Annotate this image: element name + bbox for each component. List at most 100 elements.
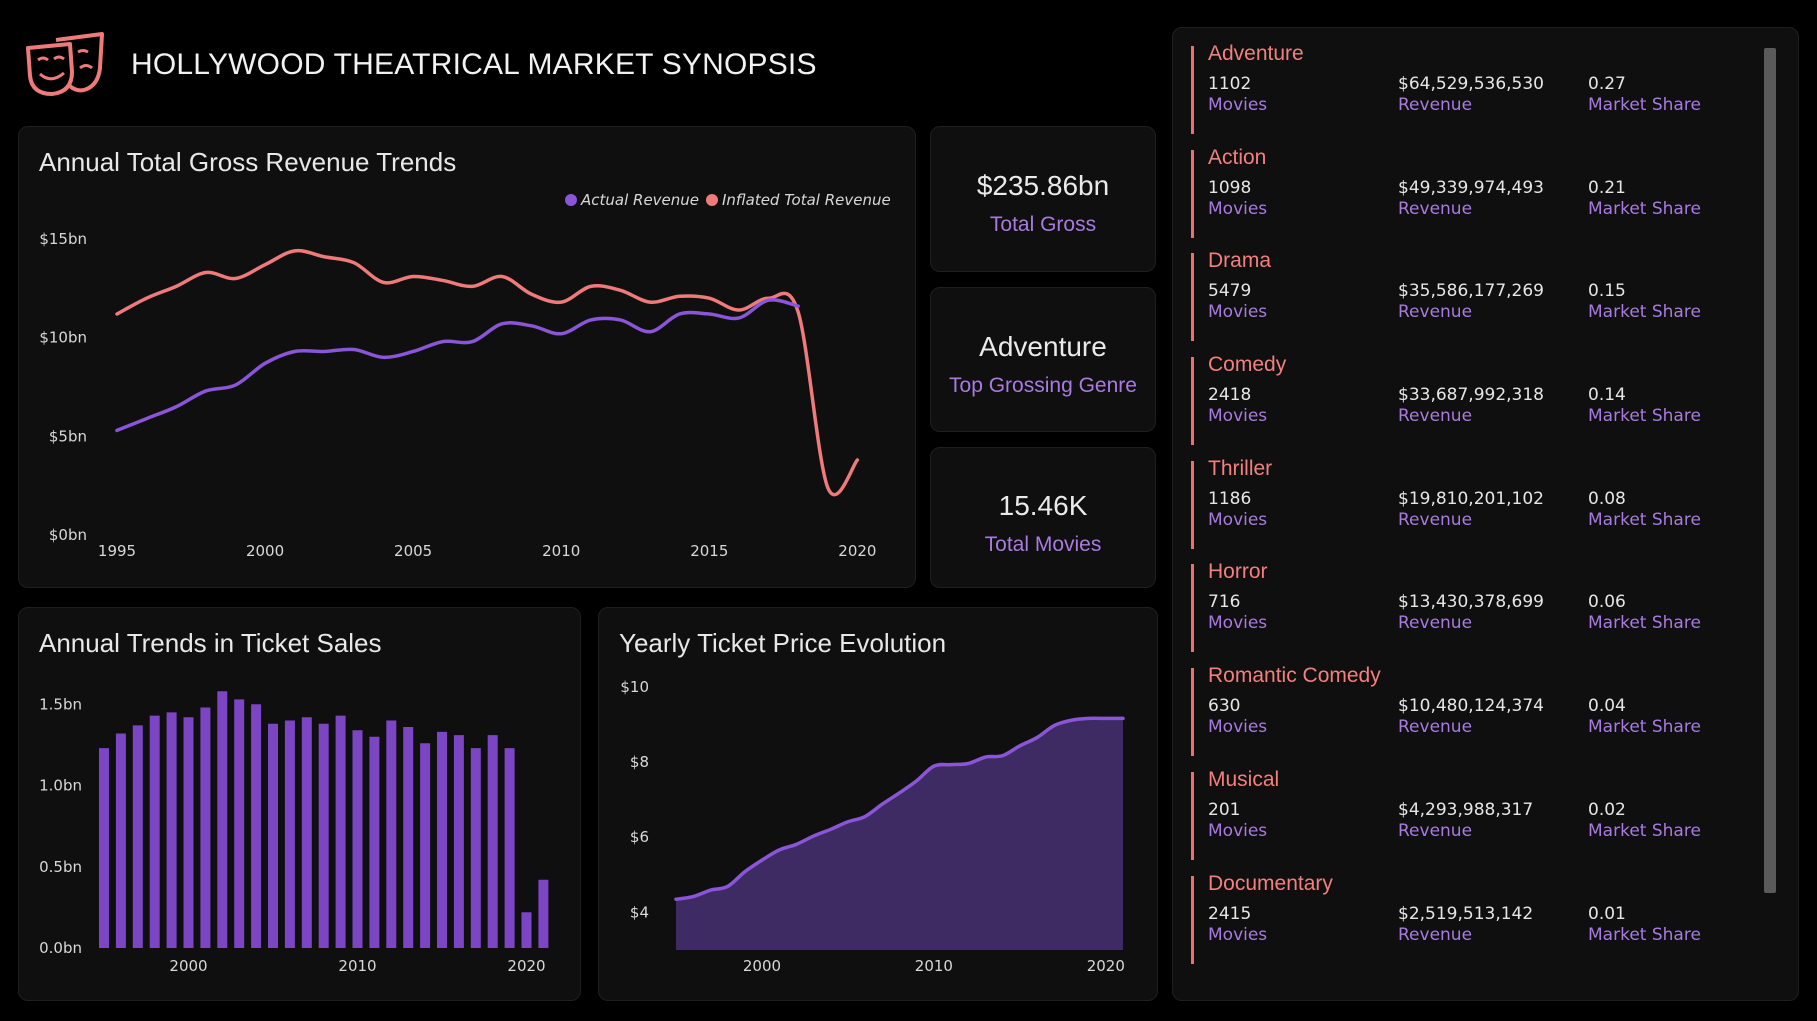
genre-accent-bar <box>1191 460 1194 549</box>
ticket-sales-title: Annual Trends in Ticket Sales <box>39 628 382 658</box>
genre-revenue-label: Revenue <box>1398 820 1473 841</box>
genre-item-drama[interactable]: Drama 5479 Movies $35,586,177,269 Revenue 0.1… <box>1191 249 1751 353</box>
genre-accent-bar <box>1191 46 1194 134</box>
total-movies-label: Total Movies <box>984 533 1102 556</box>
genre-name: Horror <box>1208 560 1268 584</box>
genre-accent-bar <box>1191 564 1194 653</box>
ticket-bar-2021 <box>538 879 549 948</box>
genre-movies-label: Movies <box>1208 613 1268 634</box>
genre-name: Romantic Comedy <box>1208 664 1381 688</box>
genre-movies-value: 1098 <box>1208 177 1252 198</box>
genre-revenue-label: Revenue <box>1398 613 1473 634</box>
y-tick-label: $4 <box>630 903 649 921</box>
genre-movies-label: Movies <box>1208 509 1268 530</box>
ticket-bar-2011 <box>369 736 380 948</box>
genre-share-value: 0.08 <box>1588 488 1626 509</box>
ticket-bar-2018 <box>487 735 498 948</box>
genre-list-scrollbar[interactable] <box>1764 48 1776 893</box>
genre-item-action[interactable]: Action 1098 Movies $49,339,974,493 Revenue 0.… <box>1191 146 1751 250</box>
genre-share-label: Market Share <box>1588 613 1701 634</box>
genre-movies-value: 716 <box>1208 592 1241 613</box>
x-tick-label: 2005 <box>394 542 432 560</box>
series-line-inflated-total-revenue <box>115 248 860 497</box>
x-tick-label: 2010 <box>542 542 580 560</box>
legend-marker-inflated <box>706 194 718 206</box>
total-gross-label: Total Gross <box>989 213 1097 236</box>
revenue-line-chart: $0bn $5bn $10bn $15bn 1995 2000 2005 2010 2015 20… <box>39 191 890 560</box>
genre-share-value: 0.02 <box>1588 799 1626 820</box>
genre-revenue-value: $49,339,974,493 <box>1398 177 1545 198</box>
ticket-price-area-chart: $4 $6 $8 $10 2000 2010 2020 <box>620 678 1125 975</box>
x-tick-label: 2000 <box>743 957 781 975</box>
genre-item-horror[interactable]: Horror 716 Movies $13,430,378,699 Revenue 0.0… <box>1191 560 1751 664</box>
series-line-actual-revenue <box>115 298 800 433</box>
genre-share-value: 0.14 <box>1588 385 1626 406</box>
ticket-sales-panel: Annual Trends in Ticket Sales 0.0bn 0.5bn… <box>18 607 581 1001</box>
genre-revenue-value: $33,687,992,318 <box>1398 385 1545 406</box>
genre-share-label: Market Share <box>1588 198 1701 219</box>
genre-revenue-label: Revenue <box>1398 717 1473 738</box>
genre-name: Musical <box>1208 767 1280 791</box>
ticket-bar-2016 <box>453 735 464 948</box>
ticket-bar-2019 <box>504 748 515 948</box>
ticket-bar-2008 <box>318 723 329 948</box>
genre-share-label: Market Share <box>1588 820 1701 841</box>
genre-revenue-value: $35,586,177,269 <box>1398 281 1545 302</box>
ticket-bar-2003 <box>234 699 245 948</box>
genre-item-romantic-comedy[interactable]: Romantic Comedy 630 Movies $10,480,124,374 R… <box>1191 664 1751 768</box>
price-line <box>674 716 1125 901</box>
top-genre-label: Top Grossing Genre <box>949 374 1137 397</box>
top-genre-value: Adventure <box>979 331 1107 362</box>
genre-accent-bar <box>1191 668 1194 757</box>
genre-item-thriller[interactable]: Thriller 1186 Movies $19,810,201,102 Revenue… <box>1191 457 1751 561</box>
genre-movies-value: 2418 <box>1208 385 1252 406</box>
ticket-bar-2020 <box>521 912 532 948</box>
x-tick-label: 2015 <box>690 542 728 560</box>
total-gross-value: $235.86bn <box>976 170 1110 201</box>
x-tick-label: 2010 <box>338 957 376 975</box>
genre-name: Adventure <box>1208 42 1304 65</box>
ticket-bar-2012 <box>386 720 397 948</box>
y-tick-label: $8 <box>630 753 649 771</box>
revenue-trends-title: Annual Total Gross Revenue Trends <box>39 147 457 177</box>
genre-item-comedy[interactable]: Comedy 2418 Movies $33,687,992,318 Revenue 0.… <box>1191 353 1751 457</box>
ticket-bar-1997 <box>132 725 143 948</box>
x-tick-label: 2010 <box>915 957 953 975</box>
ticket-bar-2005 <box>268 723 278 948</box>
genre-revenue-label: Revenue <box>1398 198 1473 219</box>
genre-movies-label: Movies <box>1208 198 1268 219</box>
y-tick-label: $10bn <box>39 329 87 347</box>
genre-item-documentary[interactable]: Documentary 2415 Movies $2,519,513,142 Reven… <box>1191 872 1751 976</box>
genre-accent-bar <box>1191 357 1194 446</box>
genre-revenue-value: $4,293,988,317 <box>1398 799 1534 820</box>
genre-list-panel[interactable]: Adventure 1102 Movies $64,529,536,530 Revenu… <box>1172 27 1799 1001</box>
genre-movies-label: Movies <box>1208 95 1268 115</box>
genre-revenue-value: $19,810,201,102 <box>1398 488 1545 509</box>
ticket-bar-2017 <box>470 748 481 948</box>
y-tick-label: $5bn <box>49 427 87 445</box>
ticket-bar-2002 <box>217 691 228 948</box>
ticket-bar-2010 <box>352 730 363 948</box>
genre-revenue-value: $64,529,536,530 <box>1398 74 1545 94</box>
genre-list: Adventure 1102 Movies $64,529,536,530 Revenu… <box>1191 42 1751 975</box>
genre-revenue-value: $2,519,513,142 <box>1398 903 1534 924</box>
genre-item-musical[interactable]: Musical 201 Movies $4,293,988,317 Revenue 0.0… <box>1191 768 1751 872</box>
ticket-bar-1999 <box>166 712 177 948</box>
genre-movies-label: Movies <box>1208 717 1268 738</box>
genre-share-label: Market Share <box>1588 717 1701 738</box>
ticket-bar-1996 <box>115 733 126 948</box>
genre-item-adventure[interactable]: Adventure 1102 Movies $64,529,536,530 Revenu… <box>1191 42 1751 146</box>
genre-movies-value: 1186 <box>1208 488 1252 509</box>
genre-share-value: 0.06 <box>1588 592 1626 613</box>
genre-share-label: Market Share <box>1588 406 1701 427</box>
y-tick-label: 0.0bn <box>39 939 82 957</box>
ticket-bar-2001 <box>200 707 211 948</box>
total-movies-value: 15.46K <box>998 490 1088 521</box>
x-tick-label: 2020 <box>838 542 876 560</box>
genre-accent-bar <box>1191 149 1194 238</box>
genre-name: Comedy <box>1208 353 1287 377</box>
genre-movies-label: Movies <box>1208 924 1268 945</box>
genre-accent-bar <box>1191 253 1194 342</box>
x-tick-label: 1995 <box>98 542 136 560</box>
price-area-fill <box>676 718 1123 950</box>
